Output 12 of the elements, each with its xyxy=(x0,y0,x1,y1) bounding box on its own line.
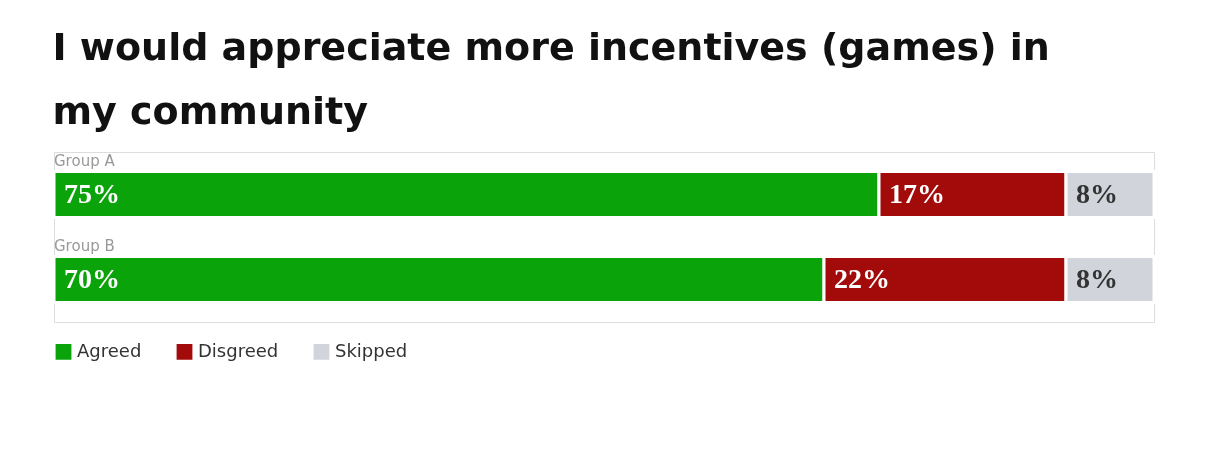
chart-title: I would appreciate more incentives (games) in my community xyxy=(52,25,1050,133)
data-label: 22% xyxy=(834,262,890,294)
data-label: 75% xyxy=(64,177,120,209)
legend-label: Disgreed xyxy=(198,339,279,361)
data-label: 70% xyxy=(64,262,120,294)
y-tick-label: Group A xyxy=(54,151,116,170)
legend-label: Agreed xyxy=(77,339,142,361)
legend-label: Skipped xyxy=(335,339,408,361)
data-label: 17% xyxy=(889,177,945,209)
data-label: 8% xyxy=(1076,262,1118,294)
y-tick-label: Group B xyxy=(54,236,115,255)
data-label: 8% xyxy=(1076,177,1118,209)
